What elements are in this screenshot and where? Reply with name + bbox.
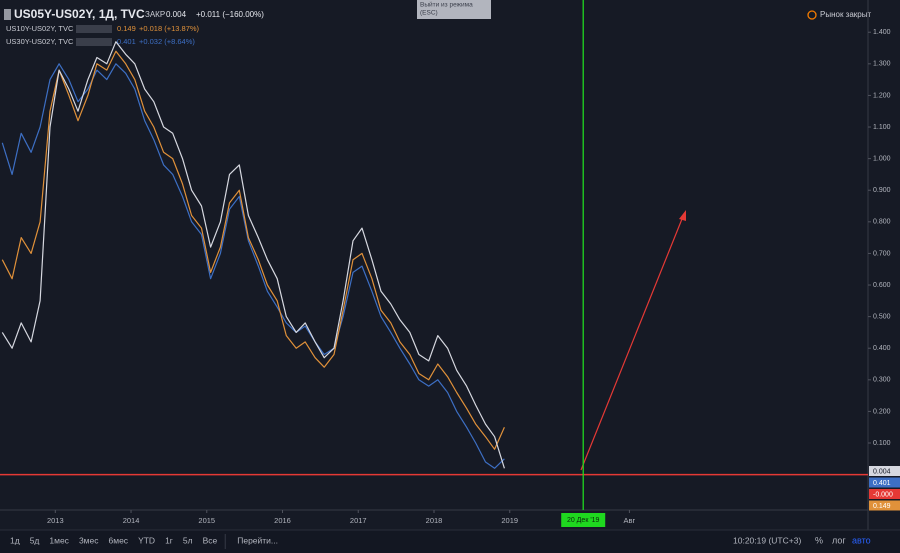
y-tick-label: 0.400 [873,345,891,352]
range-button[interactable]: 5д [30,535,40,545]
close-label: ЗАКР [145,10,165,19]
y-tick-label: 1.400 [873,29,891,36]
price-label-box [869,477,900,488]
compare-symbol[interactable]: US30Y-US02Y, TVC [6,37,74,46]
series-line [1,50,505,450]
compare-change: +0.032 (+8.64%) [139,37,195,46]
x-tick-label: 2014 [123,516,140,525]
y-tick-label: 0.900 [873,187,891,194]
x-tick-label: 2013 [47,516,64,525]
y-tick-label: 1.300 [873,61,891,68]
market-status: Рынок закрыт [820,10,871,19]
y-tick-label: 0.800 [873,219,891,226]
compare-value: 0.149 [117,24,136,33]
legend: US05Y-US02Y, 1Д, TVC ЗАКР 0.004 +0.011 (… [4,7,264,46]
series-line [1,63,505,469]
tooltip-text: (ESC) [420,10,438,17]
y-tick-label: 1.100 [873,124,891,131]
y-tick-label: 0.600 [873,282,891,289]
range-button[interactable]: 5л [183,535,193,545]
x-tick-label: 2016 [274,516,291,525]
y-tick-label: 0.100 [873,440,891,447]
range-button[interactable]: 1д [10,535,20,545]
trend-arrow [580,210,686,471]
legend-icon [4,9,11,20]
close-value: 0.004 [166,10,187,19]
range-button[interactable]: 3мес [79,535,99,545]
clock: 10:20:19 (UTC+3) [733,535,801,545]
series-line [1,41,505,469]
price-label-box [869,489,900,499]
price-label: 0.149 [873,503,891,510]
compare-value: 0.401 [117,37,136,46]
range-button[interactable]: 1г [165,535,173,545]
range-button[interactable]: 6мес [109,535,129,545]
main-symbol[interactable]: US05Y-US02Y, 1Д, TVC [14,7,145,21]
price-label: 0.004 [873,468,891,475]
bottom-toolbar: 1д 5д 1мес 3мес 6мес YTD 1г 5л Все Перейти... [10,534,278,549]
arrow-line [580,213,685,471]
price-label-box [869,500,900,511]
bottom-right: 10:20:19 (UTC+3) % лог авто [733,535,871,545]
x-tick-label: Авг [624,516,636,525]
range-button[interactable]: Все [203,535,218,545]
tooltip-text: Выйти из режима [420,1,473,9]
x-tick-label: 2015 [198,516,215,525]
arrow-head [679,210,686,221]
x-tick-label: 2019 [501,516,518,525]
y-tick-label: 0.200 [873,408,891,415]
toggle[interactable]: авто [852,535,871,545]
y-tick-label: 0.500 [873,313,891,320]
y-tick-label: 0.700 [873,250,891,257]
market-status-icon [807,10,817,20]
tooltip[interactable]: Выйти из режима (ESC) [417,0,491,19]
compare-symbol[interactable]: US10Y-US02Y, TVC [6,24,74,33]
x-tick-label: 2017 [350,516,367,525]
compare-change: +0.018 (+13.87%) [139,24,200,33]
close-change: +0.011 (−160.00%) [196,10,264,19]
price-label-box [869,466,900,476]
legend-buttons[interactable] [76,38,112,46]
tooltip-box[interactable] [417,0,491,19]
y-tick-label: 1.200 [873,92,891,99]
cursor-label: 20 Дек '19 [567,517,600,524]
cursor-label-box [561,513,606,527]
toggle[interactable]: % [815,535,823,545]
goto-button[interactable]: Перейти... [237,535,278,545]
toggle[interactable]: лог [832,535,846,545]
price-label: 0.401 [873,480,891,487]
price-label: -0.000 [873,491,893,498]
range-button[interactable]: 1мес [49,535,69,545]
range-button[interactable]: YTD [138,535,155,545]
x-tick-label: 2018 [426,516,443,525]
legend-buttons[interactable] [76,25,112,33]
y-tick-label: 1.000 [873,155,891,162]
y-tick-label: 0.300 [873,377,891,384]
